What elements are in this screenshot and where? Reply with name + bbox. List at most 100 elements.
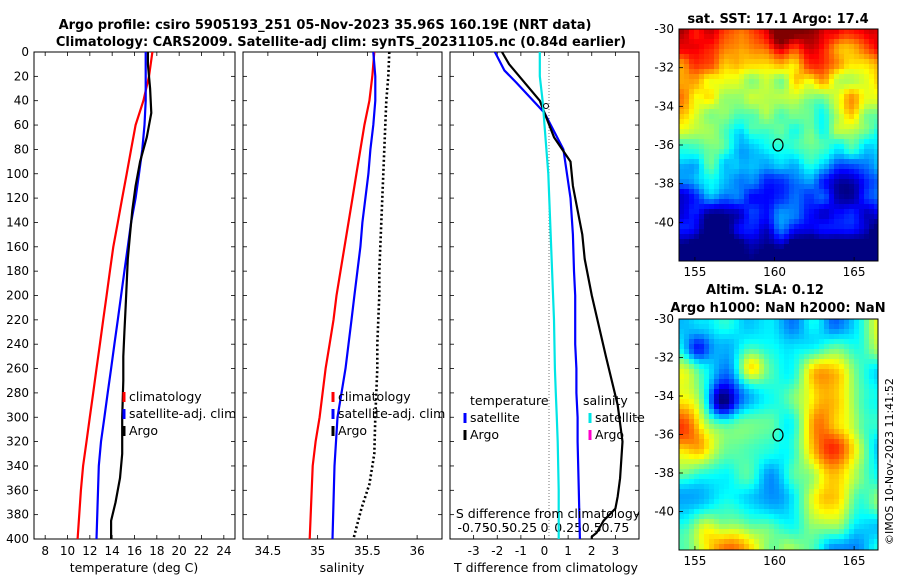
map-cell: [829, 444, 835, 450]
map-cell: [819, 469, 825, 475]
map-cell: [769, 129, 775, 135]
map-cell: [729, 84, 735, 90]
map-cell: [699, 129, 705, 135]
map-cell: [679, 479, 685, 485]
map-cell: [714, 519, 720, 525]
map-cell: [824, 249, 830, 255]
map-cell: [759, 69, 765, 75]
map-cell: [829, 204, 835, 210]
series-line-climatology: [76, 52, 154, 539]
map-cell: [699, 474, 705, 480]
map-cell: [809, 499, 815, 505]
map-cell: [799, 389, 805, 395]
map-cell: [839, 449, 845, 455]
map-cell: [694, 54, 700, 60]
map-cell: [739, 244, 745, 250]
map-cell: [689, 134, 695, 140]
map-cell: [789, 169, 795, 175]
map-cell: [839, 84, 845, 90]
map-cell: [864, 319, 870, 325]
map-cell: [759, 239, 765, 245]
map-cell: [864, 104, 870, 110]
map-cell: [809, 529, 815, 535]
map-cell: [859, 194, 865, 200]
map-cell: [699, 319, 705, 325]
map-x-tick-label: 165: [843, 265, 866, 279]
map-cell: [804, 49, 810, 55]
map-cell: [764, 359, 770, 365]
map-cell: [754, 454, 760, 460]
map-cell: [734, 509, 740, 515]
map-cell: [779, 539, 785, 545]
map-cell: [789, 409, 795, 415]
map-cell: [759, 324, 765, 330]
map-cell: [854, 409, 860, 415]
map-cell: [729, 469, 735, 475]
map-cell: [724, 419, 730, 425]
map-cell: [754, 54, 760, 60]
map-cell: [694, 514, 700, 520]
map-cell: [869, 364, 875, 370]
map-cell: [839, 389, 845, 395]
map-cell: [719, 59, 725, 65]
map-cell: [854, 244, 860, 250]
map-cell: [854, 514, 860, 520]
map-cell: [784, 494, 790, 500]
map-cell: [754, 429, 760, 435]
map-cell: [824, 94, 830, 100]
map-cell: [804, 344, 810, 350]
map-cell: [804, 144, 810, 150]
map-cell: [679, 529, 685, 535]
map-cell: [709, 504, 715, 510]
map-cell: [714, 499, 720, 505]
map-cell: [689, 74, 695, 80]
map-cell: [824, 134, 830, 140]
map-cell: [809, 439, 815, 445]
map-cell: [839, 144, 845, 150]
map-cell: [764, 524, 770, 530]
map-cell: [824, 324, 830, 330]
map-cell: [689, 64, 695, 70]
map-cell: [714, 409, 720, 415]
map-cell: [779, 79, 785, 85]
map-cell: [814, 534, 820, 540]
map-cell: [789, 104, 795, 110]
map-cell: [684, 54, 690, 60]
map-cell: [819, 159, 825, 165]
map-cell: [679, 49, 685, 55]
y-tick-label: 280: [6, 386, 29, 400]
map-cell: [849, 159, 855, 165]
map-cell: [764, 439, 770, 445]
map-cell: [739, 74, 745, 80]
map-cell: [804, 244, 810, 250]
y-tick-label: 360: [6, 483, 29, 497]
map-cell: [689, 244, 695, 250]
map-cell: [834, 424, 840, 430]
map-cell: [799, 524, 805, 530]
map-cell: [709, 184, 715, 190]
map-cell: [869, 239, 875, 245]
map-cell: [804, 159, 810, 165]
map-cell: [679, 64, 685, 70]
map-cell: [709, 319, 715, 325]
map-cell: [804, 184, 810, 190]
map-cell: [759, 109, 765, 115]
map-cell: [724, 99, 730, 105]
map-cell: [869, 534, 875, 540]
sla-map-title: Altim. SLA: 0.12: [706, 283, 824, 298]
map-cell: [764, 254, 770, 260]
map-cell: [704, 119, 710, 125]
map-cell: [819, 39, 825, 45]
map-cell: [699, 119, 705, 125]
map-cell: [834, 184, 840, 190]
map-cell: [824, 409, 830, 415]
map-cell: [734, 74, 740, 80]
map-cell: [684, 489, 690, 495]
map-cell: [694, 74, 700, 80]
map-cell: [814, 229, 820, 235]
map-cell: [774, 319, 780, 325]
map-cell: [729, 409, 735, 415]
map-cell: [874, 464, 878, 470]
map-cell: [844, 94, 850, 100]
map-cell: [759, 419, 765, 425]
